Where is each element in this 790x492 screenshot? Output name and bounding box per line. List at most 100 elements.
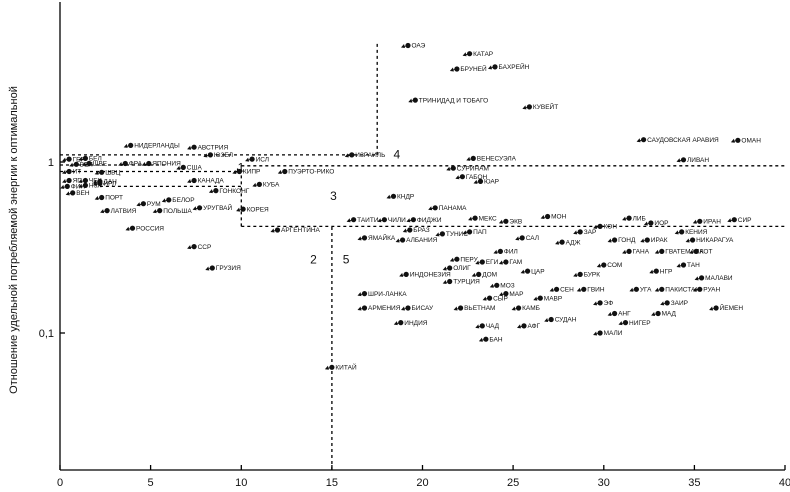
y-tick-label: 0,1 <box>39 328 54 340</box>
point-marker-arrowhead <box>471 272 476 277</box>
point-marker-arrowhead <box>651 312 656 316</box>
data-point: ГАМ <box>498 259 522 266</box>
region-label: 5 <box>343 253 350 267</box>
data-point: АФГ <box>517 323 541 330</box>
point-marker <box>249 156 255 162</box>
data-point: ВЕНЕСУЭЛА <box>466 156 517 163</box>
data-point: ГОНД <box>607 237 636 244</box>
region-label: 3 <box>330 189 337 203</box>
point-marker <box>521 323 527 329</box>
point-label: ДОМ <box>482 272 497 279</box>
point-marker <box>405 42 411 49</box>
data-point: ГРУЗИЯ <box>205 265 241 272</box>
point-marker <box>410 217 416 223</box>
point-marker-arrowhead <box>689 249 694 254</box>
data-point: ПАНАМА <box>428 205 467 212</box>
point-marker-arrowhead <box>152 209 157 214</box>
region-label: 1 <box>238 161 245 175</box>
point-marker <box>122 160 128 167</box>
point-marker <box>82 177 88 184</box>
point-label: ЗАР <box>584 229 597 236</box>
point-label: ФРА <box>129 161 143 168</box>
point-marker <box>390 193 397 199</box>
point-marker <box>545 213 551 220</box>
point-label: ФИДЖИ <box>417 217 442 224</box>
point-label: КЕНИЯ <box>685 229 707 236</box>
point-label: КОН <box>604 224 618 231</box>
point-label: АФГ <box>528 323 541 330</box>
point-label: ПОЛЬША <box>163 208 192 215</box>
point-marker <box>66 168 72 175</box>
y-axis-label: Отношение удельной потребляемой энергии … <box>8 86 20 394</box>
point-marker-arrowhead <box>511 306 516 311</box>
point-marker <box>256 181 262 187</box>
point-label: ИРАН <box>703 219 721 226</box>
point-label: ВЕН <box>76 190 90 197</box>
point-label: ФИЛ <box>504 249 518 256</box>
point-marker <box>626 248 632 254</box>
x-tick-label: 25 <box>507 477 519 489</box>
data-point: ИОР <box>643 220 668 227</box>
point-label: ПАНАМА <box>439 205 467 212</box>
point-marker <box>66 177 72 184</box>
point-marker-arrowhead <box>277 170 282 174</box>
point-label: АРМЕНИЯ <box>368 305 401 312</box>
point-marker-arrowhead <box>78 183 83 188</box>
point-marker-arrowhead <box>466 156 471 161</box>
data-point: ФИН <box>60 184 85 191</box>
point-label: ПЕРУ <box>460 256 478 263</box>
point-label: ЯМАЙКА <box>368 233 396 242</box>
point-marker-arrowhead <box>232 170 237 174</box>
data-point: ПАП <box>462 229 487 236</box>
data-point: ГВИН <box>576 287 605 294</box>
point-marker <box>577 229 583 235</box>
data-point: ОЛИГ <box>442 265 471 272</box>
point-marker-arrowhead <box>236 207 241 212</box>
point-marker-arrowhead <box>498 219 503 224</box>
point-marker <box>197 205 203 211</box>
data-point: КОТ <box>689 249 712 256</box>
point-marker-arrowhead <box>544 318 549 322</box>
x-tick-label: 35 <box>688 477 700 489</box>
point-marker-arrowhead <box>576 287 581 292</box>
data-point: КУВЕЙТ <box>522 102 558 111</box>
point-marker <box>66 156 72 162</box>
point-label: САЛ <box>526 235 539 242</box>
point-marker-arrowhead <box>540 215 545 219</box>
point-label: АДЖ <box>566 239 581 246</box>
data-point: ИРЛ <box>92 181 116 188</box>
point-marker <box>472 215 478 221</box>
point-marker-arrowhead <box>593 301 598 306</box>
point-marker-arrowhead <box>65 191 70 196</box>
data-point: ГОНКОНГ <box>208 188 250 195</box>
point-marker-arrowhead <box>82 162 86 166</box>
point-label: ТУРЦИЯ <box>453 279 480 286</box>
point-marker <box>597 223 603 229</box>
point-label: САУДОВСКАЯ АРАВИЯ <box>647 137 719 144</box>
data-point: ИЗРАИЛЬ <box>344 152 385 159</box>
point-marker-arrowhead <box>649 269 654 274</box>
point-marker <box>597 330 603 336</box>
data-point: НИКАРАГУА <box>685 237 734 244</box>
point-label: ПАКИСТАН <box>665 287 700 294</box>
point-marker <box>351 217 357 223</box>
point-marker-arrowhead <box>493 249 498 254</box>
point-marker <box>191 244 197 250</box>
data-points: ОАЭ КАТАР БРУНЕЙ БАХРЕЙН ТРИНИДАД И ТОБАГО КУ… <box>60 43 761 372</box>
point-marker-arrowhead <box>676 158 681 163</box>
data-point: МАЛАВИ <box>694 275 733 282</box>
data-point: НИДЕРЛАНДЫ <box>123 143 180 150</box>
point-marker <box>597 300 603 306</box>
data-point: БРУНЕЙ <box>449 64 487 73</box>
point-marker <box>483 336 489 342</box>
data-point: ГАНА <box>622 249 650 256</box>
point-label: ИНДИЯ <box>404 320 427 327</box>
data-point: КУБА <box>252 182 280 189</box>
point-label: ЗАИР <box>671 300 688 307</box>
point-marker <box>240 206 246 212</box>
x-tick-label: 10 <box>235 477 247 489</box>
point-marker-arrowhead <box>446 166 451 171</box>
data-point: ПОРТ <box>94 195 123 202</box>
point-marker <box>503 291 509 297</box>
point-marker <box>735 137 741 143</box>
